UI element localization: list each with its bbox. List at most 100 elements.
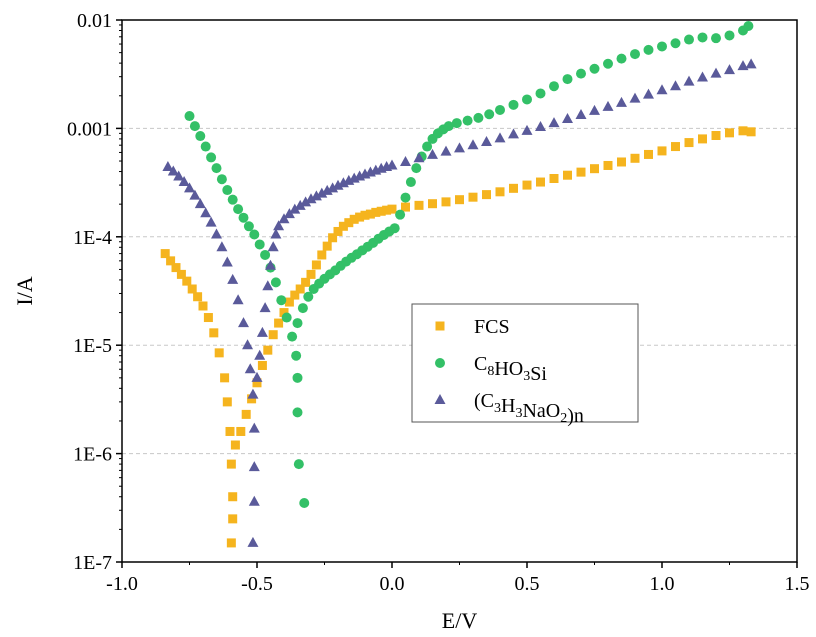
legend-box: [411, 303, 639, 423]
data-point: [401, 202, 410, 212]
legend-text-part: H: [501, 395, 515, 417]
y-axis-title: I/A: [12, 276, 37, 305]
data-point: [589, 63, 600, 74]
data-point: [521, 124, 533, 135]
legend-text-part: NaO: [522, 400, 560, 422]
legend-subscript: 3: [523, 369, 530, 384]
data-point: [589, 104, 600, 115]
data-point: [233, 204, 244, 215]
data-point: [241, 409, 251, 419]
data-point: [643, 88, 654, 99]
data-point: [724, 30, 735, 41]
data-point: [427, 148, 438, 159]
data-point: [684, 34, 694, 45]
x-tick-label: 1.0: [650, 573, 675, 595]
data-point: [292, 407, 303, 418]
data-point: [195, 131, 206, 142]
data-point: [281, 312, 292, 323]
data-point: [263, 345, 273, 355]
data-point: [228, 514, 238, 524]
data-point: [549, 81, 559, 92]
data-point: [270, 228, 282, 239]
data-point: [349, 214, 359, 224]
data-point: [738, 126, 748, 136]
data-point: [249, 229, 260, 240]
data-point: [468, 192, 478, 202]
data-point: [211, 163, 222, 174]
data-point: [254, 349, 266, 360]
data-point: [670, 38, 681, 49]
data-point: [205, 216, 217, 227]
data-point: [317, 250, 327, 260]
data-marks: [160, 21, 757, 548]
data-point: [494, 132, 506, 143]
legend-label: FCS: [474, 316, 510, 338]
data-point: [562, 74, 573, 85]
data-point: [167, 165, 179, 176]
data-point: [321, 184, 333, 195]
data-point: [178, 176, 190, 187]
data-point: [200, 207, 212, 218]
data-point: [630, 153, 640, 163]
data-point: [355, 212, 365, 222]
data-point: [166, 256, 176, 266]
data-point: [482, 190, 491, 200]
data-point: [203, 313, 213, 323]
legend-text-part: HO: [494, 358, 523, 380]
data-point: [389, 223, 400, 234]
data-point: [284, 297, 294, 307]
data-point: [189, 121, 200, 132]
data-point: [226, 459, 236, 469]
data-point: [405, 177, 416, 188]
data-point: [257, 360, 267, 370]
data-point: [311, 260, 321, 270]
data-point: [251, 371, 263, 382]
data-point: [522, 180, 532, 190]
data-point: [670, 80, 681, 91]
data-point: [193, 292, 203, 302]
x-tick-label: -1.0: [106, 573, 138, 595]
data-point: [242, 339, 254, 350]
data-point: [657, 41, 667, 52]
data-point: [382, 205, 392, 215]
data-point: [247, 536, 259, 547]
data-point: [548, 117, 560, 128]
legend-subscript: 3: [515, 406, 522, 421]
data-point: [563, 170, 572, 180]
legend-label: C8HO3Si: [474, 353, 547, 385]
data-point: [428, 199, 437, 209]
data-point: [265, 259, 276, 270]
data-point: [327, 182, 339, 193]
data-point: [360, 210, 370, 220]
data-point: [414, 200, 424, 210]
data-point: [536, 177, 545, 187]
data-point: [182, 276, 192, 286]
data-point: [267, 241, 279, 252]
data-point: [226, 538, 236, 548]
data-point: [247, 388, 259, 399]
data-point: [400, 192, 411, 203]
data-point: [617, 157, 626, 167]
y-tick-label: 1E-7: [73, 552, 112, 574]
data-point: [283, 208, 295, 219]
data-point: [603, 160, 613, 170]
data-point: [162, 161, 174, 172]
data-point: [562, 113, 573, 124]
data-point: [603, 58, 613, 69]
legend-marker: [434, 394, 446, 404]
data-point: [278, 213, 290, 224]
data-point: [227, 194, 238, 205]
data-point: [294, 199, 306, 210]
data-point: [279, 308, 289, 318]
data-point: [657, 146, 667, 156]
data-point: [522, 94, 532, 105]
data-point: [535, 88, 546, 99]
data-point: [656, 84, 668, 95]
data-point: [495, 187, 505, 197]
x-axis-ticks: -1.0 -0.5 0.0 0.5 1.0 1.5: [106, 562, 810, 595]
data-point: [616, 96, 627, 107]
data-point: [232, 294, 244, 305]
data-point: [473, 112, 484, 123]
